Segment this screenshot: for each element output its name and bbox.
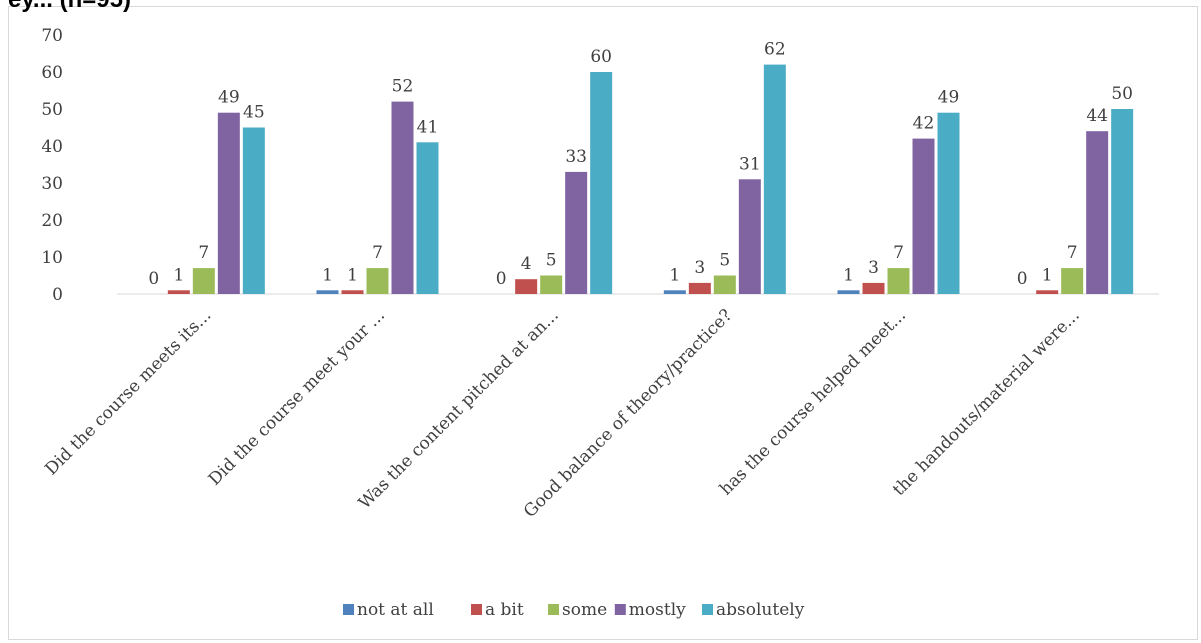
data-label: 52 [392, 77, 414, 97]
data-label: 3 [694, 258, 705, 278]
category-label: Was the content pitched at an... [355, 305, 563, 513]
y-tick-label: 70 [41, 26, 63, 46]
bar [837, 290, 860, 294]
legend-label: mostly [629, 600, 686, 620]
data-label: 7 [372, 243, 383, 263]
bar [192, 268, 215, 294]
data-label: 42 [913, 114, 935, 134]
bar [515, 279, 538, 294]
bar [713, 275, 736, 294]
data-label: 33 [565, 147, 587, 167]
legend-swatch [548, 604, 559, 615]
bar [416, 142, 439, 294]
bar [590, 72, 613, 294]
data-label: 5 [719, 251, 730, 271]
category-label: Did the course meets its... [41, 305, 215, 479]
y-tick-label: 60 [41, 63, 63, 83]
data-label: 50 [1111, 84, 1133, 104]
data-label: 0 [148, 269, 159, 289]
data-label: 1 [347, 265, 358, 285]
data-label: 0 [1017, 269, 1028, 289]
chart-title-cut: ey... (n=95) [8, 0, 131, 14]
bar [1061, 268, 1084, 294]
data-label: 7 [1067, 243, 1078, 263]
data-label: 45 [243, 103, 265, 123]
data-label: 7 [198, 243, 209, 263]
data-label: 62 [764, 40, 786, 60]
data-label: 1 [1042, 265, 1053, 285]
legend-swatch [343, 604, 354, 615]
y-tick-label: 0 [52, 285, 63, 305]
y-tick-label: 20 [41, 211, 63, 231]
y-tick-label: 40 [41, 137, 63, 157]
bar [565, 171, 588, 294]
y-tick-label: 30 [41, 174, 63, 194]
category-label: the handouts/material were... [889, 305, 1084, 500]
legend-label: absolutely [716, 600, 805, 620]
bar [887, 268, 910, 294]
bar [366, 268, 389, 294]
category-label: has the course helped meet... [716, 305, 910, 499]
bar [341, 290, 364, 294]
data-label: 5 [546, 251, 557, 271]
bar [663, 290, 686, 294]
bar [217, 112, 240, 294]
bar [688, 282, 711, 294]
bar [1086, 131, 1109, 294]
bar [912, 138, 935, 294]
legend-swatch [471, 604, 482, 615]
bar [242, 127, 265, 294]
y-tick-label: 10 [41, 248, 63, 268]
data-label: 7 [893, 243, 904, 263]
bar [1036, 290, 1059, 294]
data-label: 1 [843, 265, 854, 285]
data-label: 49 [218, 88, 240, 108]
bar [391, 101, 414, 294]
data-label: 41 [417, 117, 439, 137]
data-label: 60 [590, 47, 612, 67]
legend-swatch [614, 604, 626, 615]
data-label: 44 [1086, 106, 1108, 126]
data-label: 0 [496, 269, 507, 289]
data-label: 1 [322, 265, 333, 285]
data-label: 1 [173, 265, 184, 285]
bar [1111, 109, 1134, 294]
data-label: 4 [521, 254, 532, 274]
chart-frame: 0 10 20 30 40 50 60 70 0 1 7 49 45 Did the course mee… [8, 6, 1198, 640]
y-tick-label: 50 [41, 100, 63, 120]
legend-swatch [702, 604, 713, 615]
data-label: 31 [739, 154, 761, 174]
category-label: Good balance of theory/practice? [520, 305, 736, 521]
bar [763, 64, 786, 294]
bar [738, 179, 761, 294]
bar [862, 282, 885, 294]
legend-label: a bit [485, 600, 524, 620]
bar [540, 275, 563, 294]
bar [316, 290, 339, 294]
bar [937, 112, 960, 294]
data-label: 3 [868, 258, 879, 278]
category-label: Did the course meet your ... [205, 305, 389, 489]
data-label: 49 [938, 88, 960, 108]
legend-label: not at all [357, 600, 434, 620]
bar [167, 290, 190, 294]
data-label: 1 [669, 265, 680, 285]
legend-label: some [562, 600, 607, 620]
